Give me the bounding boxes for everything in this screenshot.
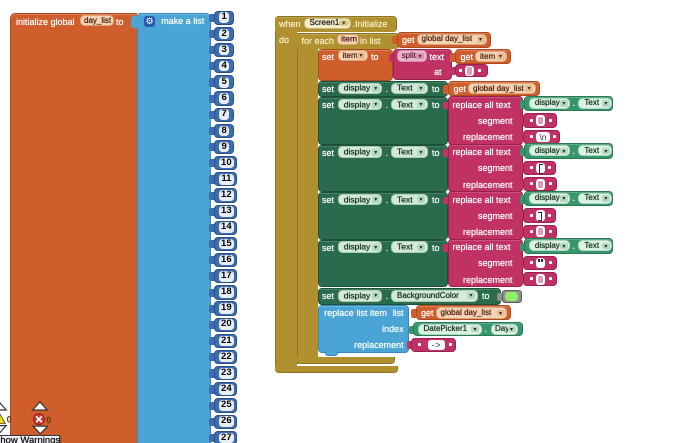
- svg-text:0: 0: [46, 415, 51, 425]
- svg-text:0: 0: [7, 415, 12, 425]
